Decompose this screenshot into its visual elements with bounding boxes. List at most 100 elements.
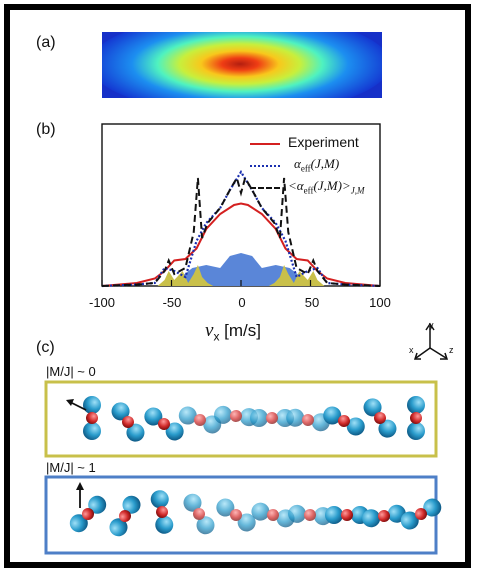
velocity-map-image [102, 32, 382, 98]
atom [216, 498, 235, 517]
xyz-axes-icon [413, 322, 449, 360]
mj-one-arrowhead [76, 482, 84, 490]
atom [325, 506, 343, 524]
molecule [286, 408, 330, 432]
center-atom [122, 416, 134, 428]
center-atom [230, 410, 242, 422]
legend-bracket: < [288, 178, 297, 193]
atom [378, 419, 397, 438]
center-atom [415, 508, 427, 520]
legend-label: <αeff(J,M)>J,M [288, 178, 364, 196]
molecule [109, 495, 141, 537]
atom [363, 398, 382, 417]
atom [362, 509, 381, 528]
atom [400, 511, 419, 530]
x-tick-label: -50 [162, 295, 182, 310]
mj-zero-arrowhead [66, 399, 74, 406]
center-atom [267, 509, 279, 521]
atom [237, 513, 256, 532]
atom [126, 423, 145, 442]
x-tick-label: 50 [304, 295, 320, 310]
molecule [363, 398, 397, 438]
molecule [400, 498, 442, 530]
panel-label-b: (b) [36, 121, 56, 138]
center-atom [302, 414, 314, 426]
legend-label: Experiment [288, 134, 359, 150]
atom [183, 493, 202, 512]
atom [122, 495, 141, 514]
center-atom [82, 508, 94, 520]
molecule [144, 407, 184, 441]
axis-y-label: y [429, 320, 434, 330]
axis-z-label: z [449, 345, 454, 355]
center-atom [193, 508, 205, 520]
mj-zero-label: |M/J| ~ 0 [46, 364, 96, 379]
atom [251, 502, 270, 521]
atom [214, 405, 233, 424]
x-tick-label: 100 [369, 295, 391, 310]
legend-avg-sub: J,M [350, 185, 365, 196]
atom [423, 498, 442, 517]
legend-alpha-args: (J,M) [313, 178, 342, 193]
molecule [69, 495, 107, 533]
legend-swatch [250, 143, 280, 145]
center-atom [410, 412, 422, 424]
atom [83, 396, 101, 414]
legend-alpha-args: (J,M) [310, 156, 340, 171]
atom [286, 408, 305, 427]
legend-alpha-sub: eff [303, 185, 314, 196]
atom [407, 396, 425, 414]
panel-label-a: (a) [36, 34, 56, 51]
axis-var: v [205, 320, 214, 341]
atom [288, 504, 307, 523]
legend-swatch [250, 187, 280, 189]
molecule [83, 396, 101, 440]
center-atom [374, 412, 386, 424]
center-atom [378, 510, 390, 522]
panel-label-c: (c) [36, 339, 55, 356]
atom [165, 422, 184, 441]
molecule [325, 506, 369, 524]
legend-alpha: α [296, 178, 304, 193]
atom [109, 518, 128, 537]
center-atom [119, 510, 131, 522]
series-line [101, 202, 381, 287]
atom [178, 406, 197, 425]
atom [323, 406, 342, 425]
center-atom [230, 509, 242, 521]
center-atom [304, 509, 316, 521]
x-tick-label: -100 [88, 295, 116, 310]
series-line [101, 169, 381, 288]
center-atom [86, 412, 98, 424]
atom [155, 515, 174, 534]
atom [150, 490, 169, 509]
atom [111, 402, 130, 421]
atom [144, 407, 163, 426]
atom [88, 495, 107, 514]
mj-zero-arrow [69, 401, 87, 411]
legend-label: αeff(J,M) [294, 156, 339, 174]
legend-swatch [250, 165, 280, 167]
x-tick-label: 0 [238, 295, 246, 310]
center-atom [338, 415, 350, 427]
axis-unit: [m/s] [224, 321, 262, 340]
molecule [111, 402, 145, 442]
molecule [183, 493, 215, 535]
center-atom [266, 412, 278, 424]
center-atom [156, 506, 168, 518]
atom [83, 422, 101, 440]
population-fill [157, 265, 325, 286]
axis-sub: x [213, 329, 220, 344]
atom [69, 514, 88, 533]
center-atom [194, 414, 206, 426]
molecule [323, 406, 365, 436]
axis-x-label: x [409, 345, 414, 355]
legend-bracket: > [341, 178, 351, 193]
legend-alpha: α [294, 156, 301, 171]
atom [346, 417, 365, 436]
molecule [362, 504, 406, 528]
figure-frame [4, 4, 471, 568]
molecule [216, 498, 256, 532]
